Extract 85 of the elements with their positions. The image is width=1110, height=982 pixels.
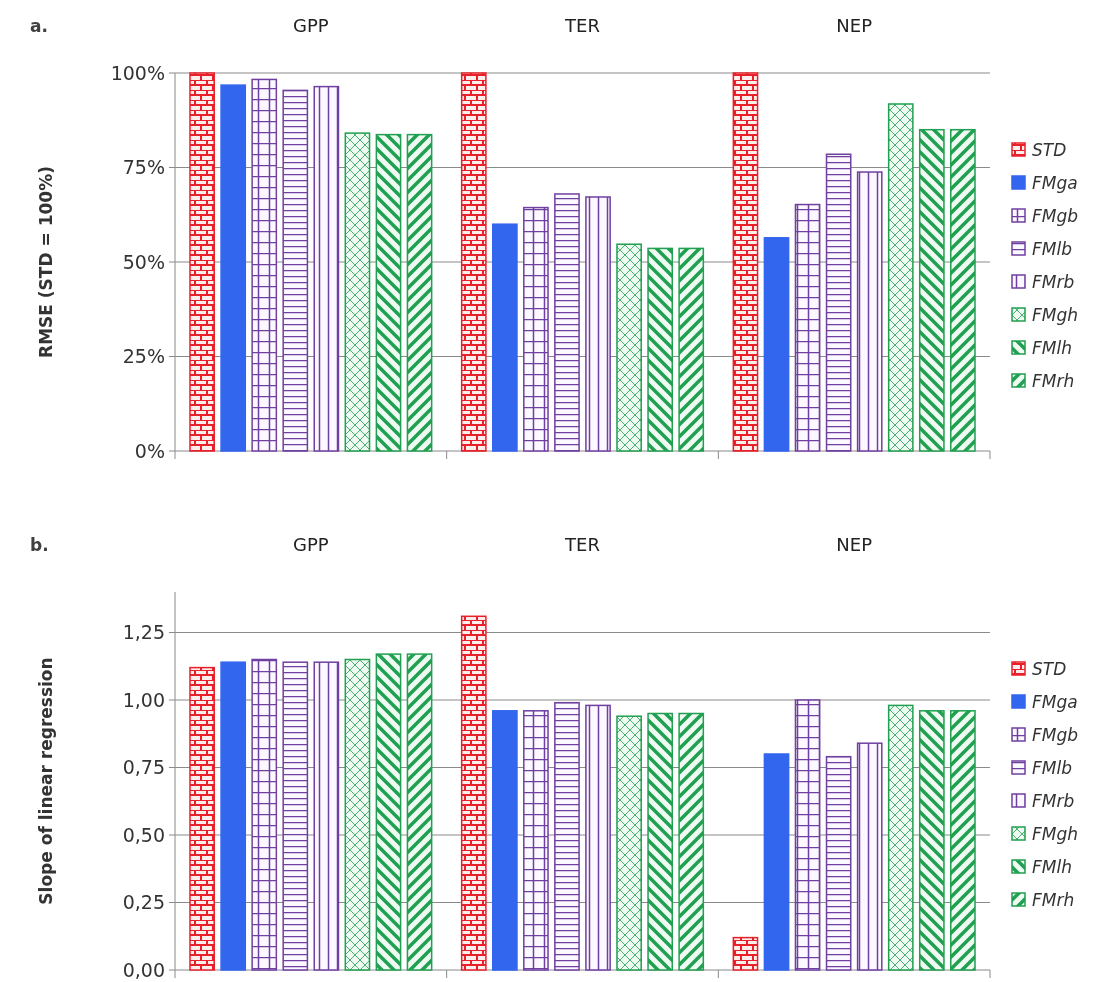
bar [825,153,852,452]
bar [763,753,790,971]
bar [523,710,549,971]
x-tick-label: NEP [836,15,873,36]
y-tick-label: 25% [122,345,165,368]
legend-label: FMrh [1032,889,1075,910]
legend-label: FMrb [1032,790,1075,811]
bar [616,243,642,452]
y-tick-label: 0,00 [122,958,165,981]
x-tick-label: TER [564,534,600,555]
y-tick-label: 1,00 [122,688,165,711]
legend-label: FMga [1032,691,1078,712]
bar [523,206,549,452]
x-tick-label: GPP [293,15,329,36]
bar [856,742,883,971]
y-axis-title: Slope of linear regression [36,657,56,905]
chart-title: b. [30,535,49,555]
bar [251,78,278,452]
bar [220,84,247,452]
y-tick-label: 0,50 [122,823,165,846]
legend-label: FMgb [1032,724,1079,745]
x-tick-label: NEP [836,534,873,555]
bar [554,193,580,452]
legend-label: FMgb [1032,205,1079,226]
bar [313,85,340,452]
bar [918,710,945,971]
legend-label: FMrb [1032,271,1075,292]
bar [647,712,674,971]
bar [282,661,309,971]
x-tick-label: TER [564,15,600,36]
y-tick-label: 0% [134,439,165,462]
y-tick-label: 50% [122,250,165,273]
bar [794,699,821,971]
bar [375,653,402,971]
y-tick-label: 0,75 [122,756,165,779]
x-tick-label: GPP [293,534,329,555]
legend-label: FMlb [1032,238,1072,259]
bar [732,72,759,452]
y-tick-label: 75% [122,156,165,179]
bar [344,132,371,452]
bar [344,658,371,971]
bar [220,661,247,971]
bar [950,128,976,452]
bar [887,103,914,452]
bar [732,936,759,971]
legend-label: FMlh [1032,337,1072,358]
bar [189,72,215,452]
bar [887,704,914,971]
bar [794,203,821,452]
bar [406,133,433,452]
bar [950,710,976,971]
bar [189,666,215,971]
legend-label: FMlb [1032,757,1072,778]
bar [460,615,487,971]
legend-label: STD [1032,658,1067,679]
legend-label: STD [1032,139,1067,160]
bar [554,701,580,971]
bar [825,755,852,971]
bar [491,223,518,452]
y-tick-label: 0,25 [122,891,165,914]
legend-label: FMgh [1032,823,1079,844]
bar [585,704,611,971]
text: a. [30,16,48,36]
bar [918,128,945,452]
y-axis-title: RMSE (STD = 100%) [36,166,56,358]
bar [763,237,790,452]
bar [678,712,705,971]
legend-label: FMgh [1032,304,1079,325]
bar [282,89,309,452]
bar [647,247,674,452]
bar [406,653,433,971]
y-tick-label: 1,25 [122,621,165,644]
bar [313,661,340,971]
bar [585,196,611,452]
bar [375,133,402,452]
legend-label: FMga [1032,172,1078,193]
bar [460,72,487,452]
legend-label: FMlh [1032,856,1072,877]
bar [251,658,278,971]
legend-label: FMrh [1032,370,1075,391]
y-tick-label: 100% [110,61,165,84]
bar [678,247,705,452]
bar [616,715,642,971]
bar [856,171,883,452]
bar [491,710,518,971]
